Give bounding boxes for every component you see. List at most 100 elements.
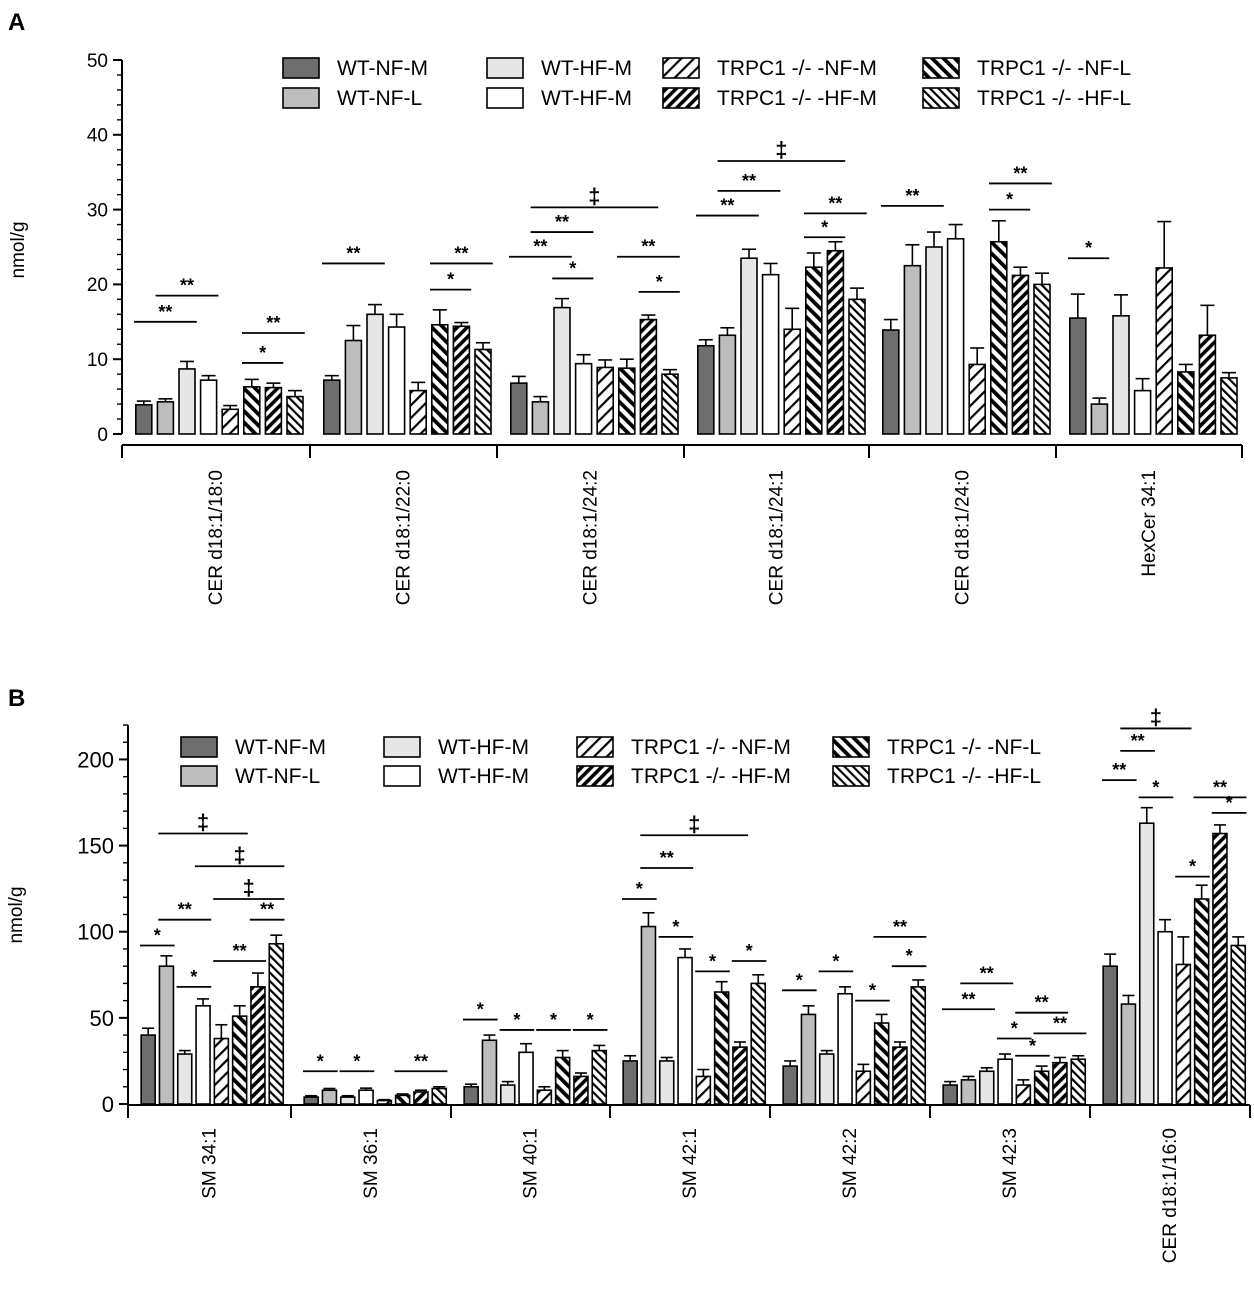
- panel-b-y-tick-label: 0: [102, 1092, 114, 1117]
- panel-b-significance-label: *: [832, 951, 839, 971]
- panel-a-bar-trpc1-hf-l-cer-d18-1-24-1: [848, 298, 866, 435]
- panel-b-bar-wt-nf-l-sm-40-1: [481, 1039, 498, 1105]
- panel-a-legend-swatch-trpc1-hf-l: [922, 87, 960, 109]
- panel-b-legend-label-trpc1-hf-l: TRPC1 -/- -HF-L: [887, 765, 1041, 788]
- panel-b-significance-label: *: [869, 981, 876, 1001]
- panel-a-legend-label-wt-hf-m: WT-HF-M: [541, 57, 632, 80]
- panel-b-significance-label: **: [1053, 1013, 1067, 1033]
- panel-a-significance-label: **: [266, 313, 280, 333]
- panel-b-bar-trpc1-nf-l-sm-36-1: [394, 1094, 411, 1105]
- panel-a-bar-trpc1-hf-m-cer-d18-1-24-2: [639, 318, 658, 435]
- panel-b-y-tick-label: 150: [77, 834, 114, 859]
- panel-b-significance-label: *: [1189, 857, 1196, 877]
- panel-b-y-tick-label: 200: [77, 747, 114, 772]
- panel-b-legend-label-trpc1-nf-l: TRPC1 -/- -NF-L: [887, 736, 1041, 759]
- panel-a-category-label-cer-d18-1-22-0: CER d18:1/22:0: [394, 470, 415, 605]
- panel-b-legend-swatch-wt-hf-m: [383, 736, 421, 758]
- panel-a-significance-label: **: [533, 237, 547, 257]
- panel-b-category-label-cer-d18-1-16-0: CER d18:1/16:0: [1160, 1128, 1181, 1263]
- panel-b-significance-label: *: [1029, 1036, 1036, 1056]
- panel-b-bar-trpc1-hf-l-sm-42-1: [750, 982, 767, 1105]
- panel-a-significance-label: *: [569, 258, 576, 278]
- panel-a-bar-trpc1-nf-l-cer-d18-1-22-0: [430, 323, 449, 435]
- panel-a-bar-trpc1-nf-l-cer-d18-1-18-0: [243, 386, 261, 435]
- panel-b-significance-label: **: [1112, 760, 1126, 780]
- panel-b-bar-wt-nf-l-sm-42-3: [960, 1079, 977, 1105]
- panel-a-significance-label: *: [1085, 238, 1092, 258]
- panel-b-significance-label: ‡: [1150, 704, 1162, 729]
- panel-b-legend-swatch-trpc1-hf-l: [832, 765, 870, 787]
- panel-b-significance-label: *: [746, 941, 753, 961]
- panel-a-bar-trpc1-hf-l-cer-d18-1-22-0: [474, 348, 492, 435]
- panel-b-significance-label: *: [709, 951, 716, 971]
- panel-a-significance-label: **: [720, 196, 734, 216]
- panel-b-significance-label: *: [477, 1000, 484, 1020]
- panel-b-bar-wt-nf-m-sm-34-1: [140, 1034, 156, 1105]
- panel-a-bar-trpc1-nf-m-cer-d18-1-22-0: [409, 389, 428, 435]
- panel-a-y-tick-label: 10: [87, 350, 108, 371]
- panel-a-significance-label: ‡: [775, 137, 787, 162]
- panel-b-bar-trpc1-nf-l-cer-d18-1-16-0: [1193, 898, 1210, 1105]
- panel-a-legend-label-wt-hf-m: WT-HF-M: [541, 87, 632, 110]
- panel-b-bar-trpc1-hf-m-sm-42-2: [892, 1046, 908, 1105]
- panel-a-bar-wt-hf-m-hexcer-34-1: [1133, 389, 1152, 435]
- panel-a-bar-wt-nf-m-cer-d18-1-18-0: [135, 404, 153, 435]
- panel-b-bar-trpc1-nf-l-sm-34-1: [231, 1015, 248, 1105]
- panel-b-bar-trpc1-hf-m-sm-36-1: [413, 1091, 429, 1105]
- panel-b-bar-trpc1-nf-m-sm-40-1: [536, 1089, 553, 1105]
- panel-b-category-label-sm-42-3: SM 42:3: [1000, 1128, 1021, 1199]
- panel-a-legend-label-trpc1-hf-l: TRPC1 -/- -HF-L: [977, 87, 1131, 110]
- panel-label-b: B: [8, 685, 25, 712]
- panel-a-legend-swatch-wt-nf-m: [282, 57, 320, 79]
- panel-a-category-label-cer-d18-1-24-1: CER d18:1/24:1: [767, 470, 788, 605]
- panel-b-bar-trpc1-hf-m-sm-42-3: [1052, 1061, 1068, 1105]
- panel-b-bar-wt-hf-m-sm-42-3: [997, 1058, 1013, 1105]
- panel-a-bar-wt-nf-l-cer-d18-1-22-0: [344, 339, 363, 435]
- panel-a-bar-trpc1-nf-m-cer-d18-1-24-2: [596, 366, 615, 435]
- panel-b-significance-label: **: [414, 1051, 428, 1071]
- panel-b-legend-swatch-trpc1-nf-l: [832, 736, 870, 758]
- panel-b-bar-wt-hf-m-sm-42-1: [658, 1060, 675, 1105]
- panel-a-bar-trpc1-hf-m-cer-d18-1-24-1: [826, 249, 845, 435]
- panel-a-bar-wt-nf-l-cer-d18-1-24-0: [903, 264, 922, 435]
- panel-a-significance-label: **: [742, 171, 756, 191]
- panel-b-bar-trpc1-hf-m-cer-d18-1-16-0: [1212, 832, 1228, 1105]
- panel-b-significance-label: *: [636, 879, 643, 899]
- chart-panel-a: 0 10 20 30 40 50 nmol/g CER d18:1/18:0 CER d18:1…: [8, 51, 1243, 605]
- panel-b-bar-trpc1-hf-m-sm-42-1: [732, 1046, 748, 1105]
- panel-b-bar-trpc1-nf-m-sm-34-1: [213, 1037, 230, 1105]
- panel-b-bar-wt-hf-m-sm-42-2: [818, 1053, 835, 1105]
- panel-a-bar-wt-hf-m-hexcer-34-1: [1112, 315, 1130, 435]
- panel-a-bar-trpc1-nf-m-cer-d18-1-18-0: [221, 408, 239, 435]
- panel-b-bar-trpc1-nf-l-sm-42-1: [713, 991, 730, 1105]
- panel-b-bar-wt-nf-m-sm-36-1: [303, 1096, 319, 1105]
- panel-b-significance-label: ‡: [688, 811, 700, 836]
- panel-b-bar-trpc1-nf-m-cer-d18-1-16-0: [1175, 963, 1192, 1105]
- panel-b-legend-swatch-trpc1-nf-m: [576, 736, 614, 758]
- panel-b-bar-trpc1-hf-m-sm-40-1: [573, 1075, 589, 1105]
- panel-b-bar-wt-nf-m-sm-40-1: [463, 1085, 479, 1105]
- panel-a-legend-label-trpc1-nf-m: TRPC1 -/- -NF-M: [717, 57, 877, 80]
- panel-b-bar-trpc1-nf-l-sm-40-1: [554, 1056, 571, 1105]
- panel-a-significance-label: **: [641, 237, 655, 257]
- panel-a-significance-label: *: [259, 343, 266, 363]
- panel-b-bar-wt-nf-l-sm-42-1: [640, 925, 657, 1105]
- panel-b-bar-wt-nf-m-sm-42-2: [782, 1065, 798, 1105]
- panel-a-legend-swatch-wt-hf-m: [486, 57, 524, 79]
- panel-a-bar-trpc1-hf-l-cer-d18-1-18-0: [286, 395, 304, 435]
- panel-a-significance-label: **: [454, 243, 468, 263]
- panel-b-bar-trpc1-hf-l-sm-40-1: [591, 1049, 608, 1105]
- panel-a-bar-wt-hf-m-cer-d18-1-24-0: [946, 237, 965, 435]
- panel-a-bar-wt-nf-m-cer-d18-1-24-2: [509, 382, 528, 435]
- panel-b-significance-label: **: [1213, 777, 1227, 797]
- panel-a-bar-trpc1-hf-m-cer-d18-1-18-0: [264, 386, 283, 435]
- panel-b-significance-label: ‡: [243, 875, 255, 900]
- panel-b-significance-label: **: [893, 917, 907, 937]
- panel-b-significance-label: **: [233, 941, 247, 961]
- panel-a-category-label-cer-d18-1-24-0: CER d18:1/24:0: [953, 470, 974, 605]
- panel-a-legend-swatch-wt-nf-l: [282, 87, 320, 109]
- panel-a-significance-label: **: [346, 243, 360, 263]
- panel-b-bar-trpc1-nf-m-sm-42-3: [1015, 1084, 1032, 1105]
- panel-b-significance-label: *: [353, 1051, 360, 1071]
